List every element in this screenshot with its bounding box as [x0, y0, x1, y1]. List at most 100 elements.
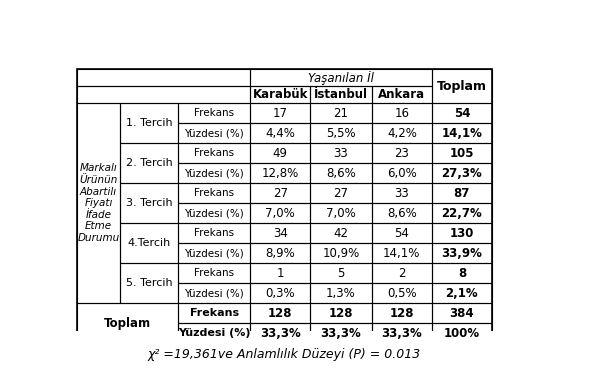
- Bar: [372, 203, 432, 223]
- Bar: [77, 303, 178, 343]
- Text: 0,5%: 0,5%: [387, 287, 416, 300]
- Text: 128: 128: [389, 307, 414, 320]
- Text: 27: 27: [273, 187, 287, 200]
- Bar: [178, 123, 250, 143]
- Text: 1,3%: 1,3%: [326, 287, 356, 300]
- Text: 16: 16: [395, 107, 409, 120]
- Bar: [372, 223, 432, 243]
- Bar: [250, 243, 310, 263]
- Text: 6,0%: 6,0%: [387, 167, 416, 180]
- Bar: [77, 103, 120, 303]
- Text: Frekans: Frekans: [194, 268, 234, 278]
- Text: 21: 21: [333, 107, 349, 120]
- Bar: [250, 163, 310, 183]
- Text: 14,1%: 14,1%: [383, 247, 421, 260]
- Text: 33: 33: [333, 147, 348, 160]
- Bar: [432, 69, 492, 103]
- Text: 5: 5: [337, 267, 345, 280]
- Bar: [250, 143, 310, 163]
- Bar: [178, 263, 250, 283]
- Bar: [432, 323, 492, 343]
- Text: 3. Tercih: 3. Tercih: [126, 198, 173, 208]
- Text: Yüzdesi (%): Yüzdesi (%): [184, 208, 244, 218]
- Text: 8,9%: 8,9%: [265, 247, 295, 260]
- Text: 12,8%: 12,8%: [262, 167, 299, 180]
- Text: 2: 2: [398, 267, 406, 280]
- Bar: [250, 69, 432, 86]
- Text: 5,5%: 5,5%: [326, 127, 356, 140]
- Text: 2. Tercih: 2. Tercih: [126, 158, 173, 168]
- Bar: [77, 69, 250, 86]
- Text: 1. Tercih: 1. Tercih: [126, 118, 173, 128]
- Text: 33: 33: [395, 187, 409, 200]
- Text: 27: 27: [333, 187, 349, 200]
- Bar: [120, 103, 178, 143]
- Bar: [178, 243, 250, 263]
- Text: 22,7%: 22,7%: [442, 207, 482, 220]
- Text: 42: 42: [333, 227, 349, 240]
- Text: 49: 49: [273, 147, 287, 160]
- Bar: [372, 163, 432, 183]
- Bar: [432, 183, 492, 203]
- Text: 33,3%: 33,3%: [260, 327, 300, 340]
- Bar: [250, 123, 310, 143]
- Bar: [250, 103, 310, 123]
- Bar: [250, 303, 310, 323]
- Bar: [432, 143, 492, 163]
- Text: İstanbul: İstanbul: [314, 88, 368, 101]
- Bar: [120, 183, 178, 223]
- Text: Yüzdesi (%): Yüzdesi (%): [184, 288, 244, 298]
- Text: 8,6%: 8,6%: [387, 207, 416, 220]
- Bar: [250, 86, 310, 103]
- Bar: [310, 163, 372, 183]
- Text: 128: 128: [268, 307, 292, 320]
- Text: 33,3%: 33,3%: [382, 327, 422, 340]
- Bar: [432, 303, 492, 323]
- Text: Frekans: Frekans: [190, 308, 239, 318]
- Bar: [120, 223, 178, 263]
- Text: 10,9%: 10,9%: [322, 247, 360, 260]
- Text: 33,9%: 33,9%: [442, 247, 482, 260]
- Bar: [178, 223, 250, 243]
- Bar: [310, 86, 372, 103]
- Text: Frekans: Frekans: [194, 148, 234, 158]
- Text: Frekans: Frekans: [194, 108, 234, 118]
- Bar: [250, 323, 310, 343]
- Text: 4,4%: 4,4%: [265, 127, 295, 140]
- Text: 87: 87: [454, 187, 470, 200]
- Text: Yaşanılan İl: Yaşanılan İl: [308, 71, 374, 85]
- Bar: [178, 283, 250, 303]
- Text: Ankara: Ankara: [378, 88, 425, 101]
- Text: 128: 128: [329, 307, 353, 320]
- Bar: [372, 86, 432, 103]
- Bar: [372, 183, 432, 203]
- Bar: [310, 263, 372, 283]
- Bar: [310, 303, 372, 323]
- Text: 130: 130: [450, 227, 474, 240]
- Text: 14,1%: 14,1%: [442, 127, 482, 140]
- Bar: [178, 103, 250, 123]
- Text: χ² =19,361ve Anlamlılık Düzeyi (P) = 0.013: χ² =19,361ve Anlamlılık Düzeyi (P) = 0.0…: [148, 348, 421, 361]
- Bar: [432, 263, 492, 283]
- Bar: [77, 86, 250, 103]
- Text: Markalı
Ürünün
Abartilı
Fiyatı
İfade
Etme
Durumu: Markalı Ürünün Abartilı Fiyatı İfade Etm…: [77, 163, 120, 243]
- Bar: [372, 283, 432, 303]
- Bar: [310, 123, 372, 143]
- Text: 7,0%: 7,0%: [326, 207, 356, 220]
- Text: 54: 54: [395, 227, 409, 240]
- Bar: [250, 263, 310, 283]
- Bar: [178, 163, 250, 183]
- Text: Frekans: Frekans: [194, 188, 234, 198]
- Text: 34: 34: [273, 227, 287, 240]
- Bar: [310, 183, 372, 203]
- Text: 27,3%: 27,3%: [442, 167, 482, 180]
- Text: 7,0%: 7,0%: [265, 207, 295, 220]
- Bar: [178, 143, 250, 163]
- Text: 5. Tercih: 5. Tercih: [126, 278, 173, 288]
- Text: Yüzdesi (%): Yüzdesi (%): [178, 328, 250, 339]
- Text: 17: 17: [273, 107, 287, 120]
- Bar: [310, 283, 372, 303]
- Text: Toplam: Toplam: [104, 317, 151, 330]
- Bar: [250, 283, 310, 303]
- Bar: [372, 123, 432, 143]
